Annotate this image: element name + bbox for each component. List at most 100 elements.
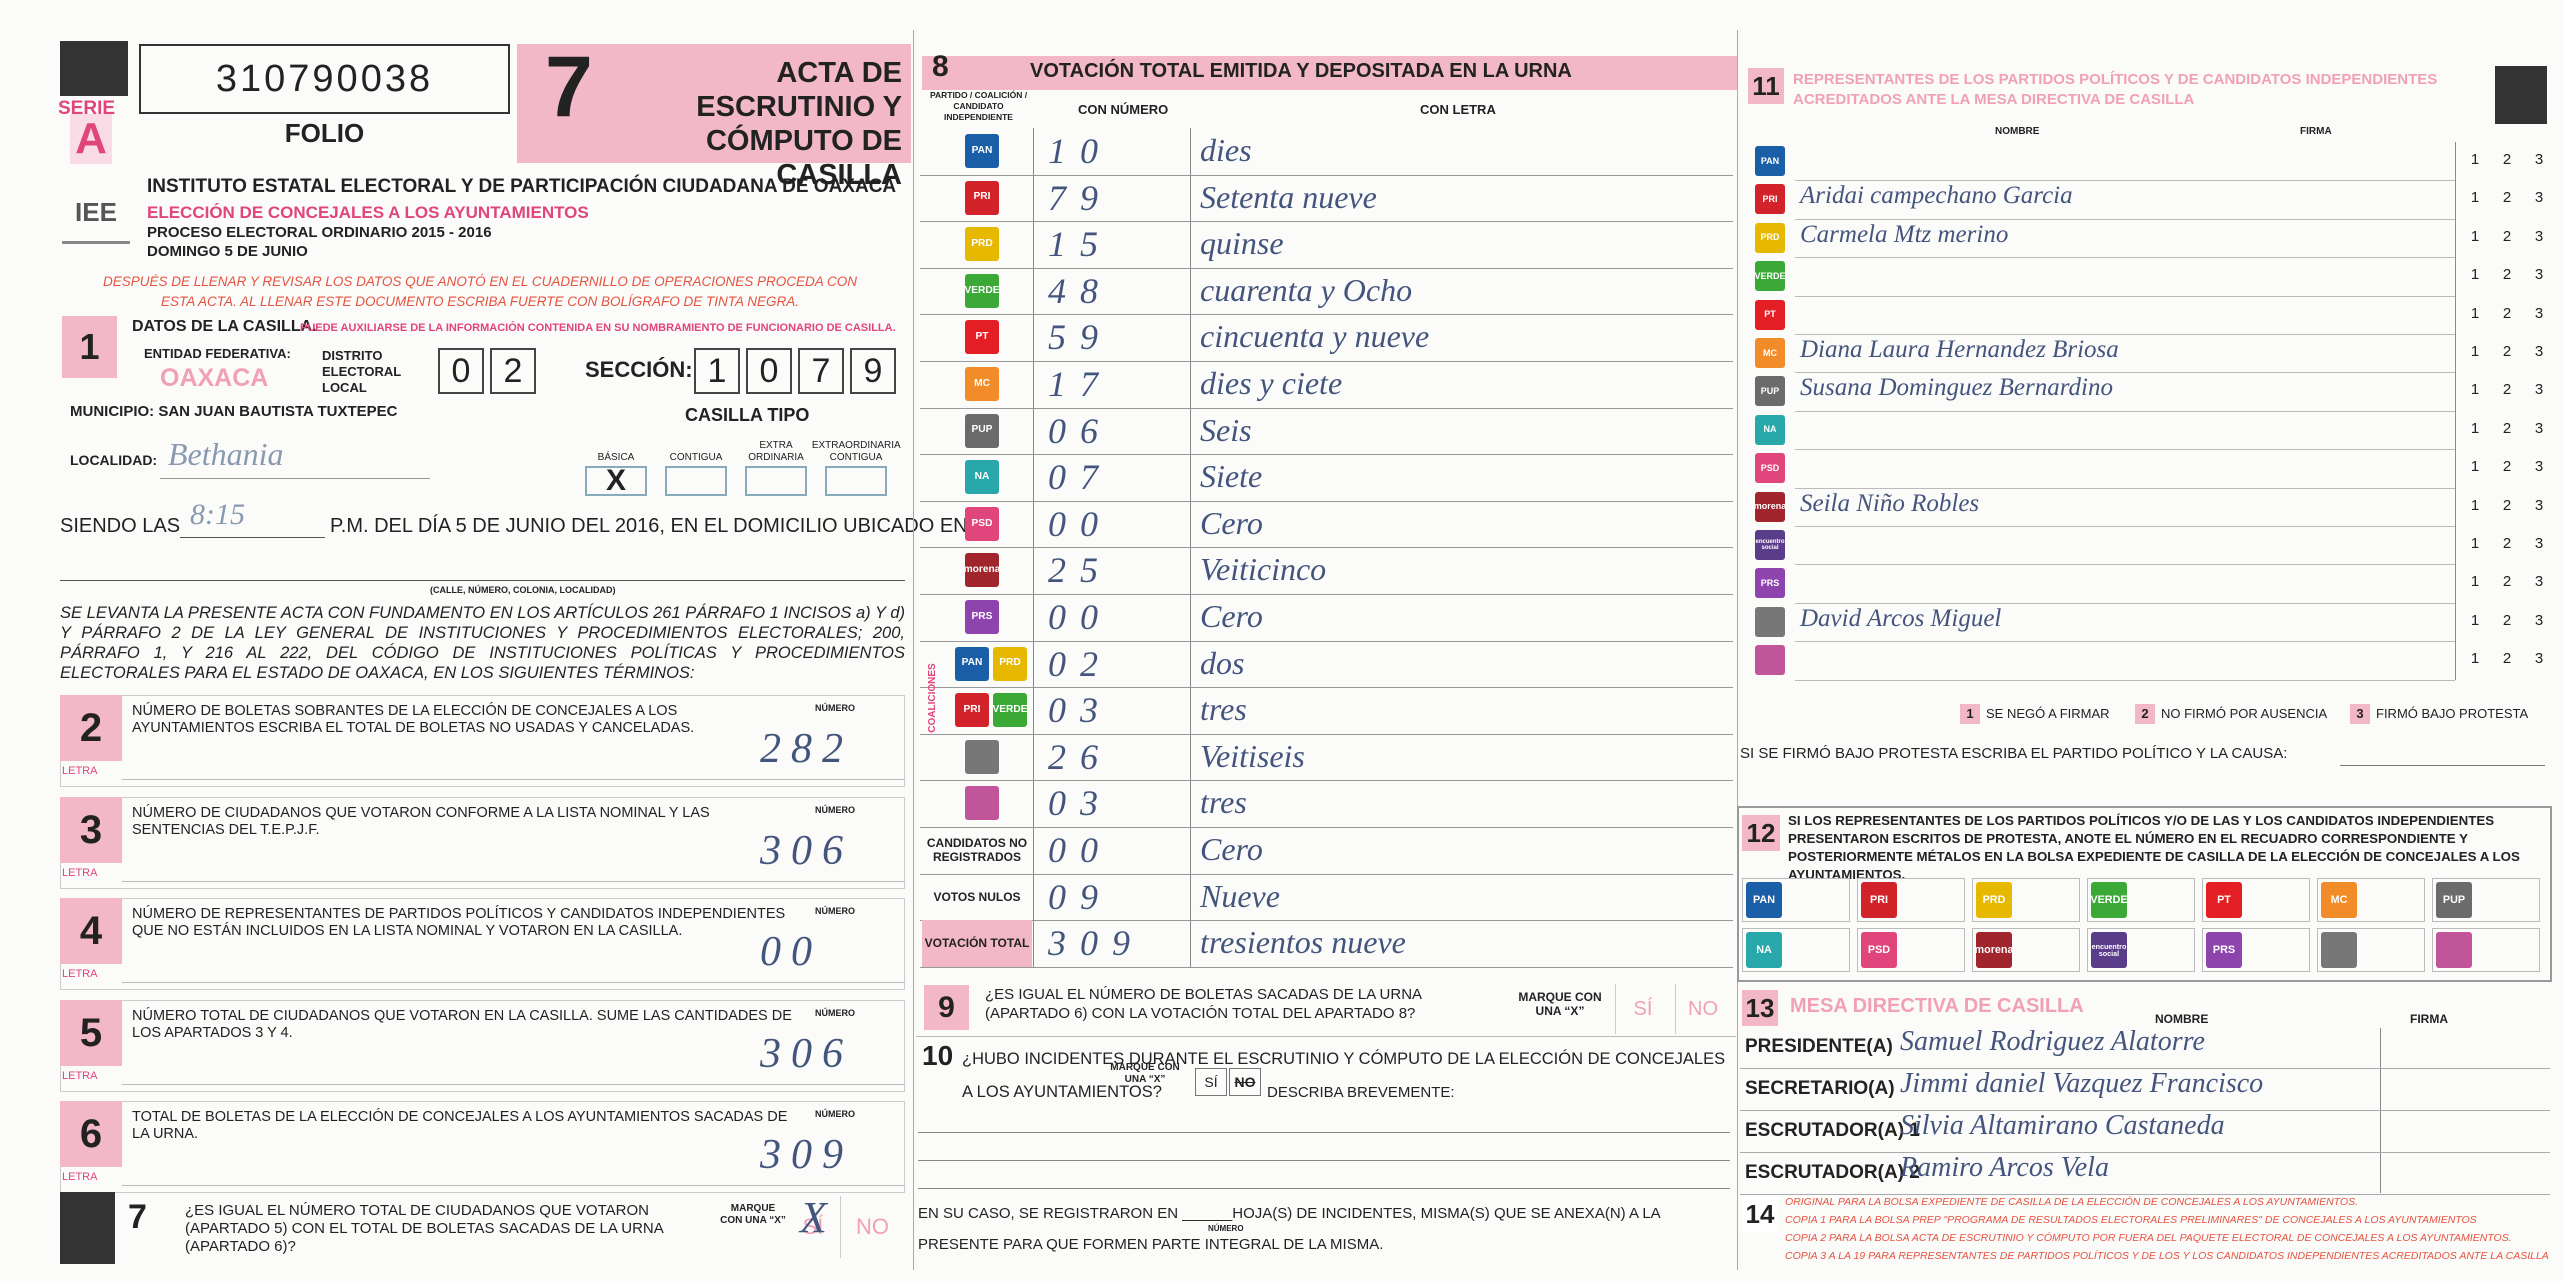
party-logo: PSD [1861, 932, 1897, 968]
sign-option: 3 [2534, 189, 2544, 207]
party-logo: NA [965, 460, 999, 495]
distrito-label: DISTRITO ELECTORAL LOCAL [322, 348, 401, 395]
section-number: 5 [60, 999, 122, 1066]
party-logo: MC [1755, 338, 1785, 368]
section-title: REPRESENTANTES DE LOS PARTIDOS POLÍTICOS… [1793, 71, 2438, 108]
rule-line [920, 454, 1733, 456]
sign-option: 3 [2534, 611, 2544, 629]
legend-number: 2 [2135, 704, 2155, 724]
marque-label: MARQUE CON UNA “X” [720, 1203, 786, 1226]
party-logo: NA [1746, 932, 1782, 968]
acta-box [517, 44, 911, 163]
answer-no: NO [1675, 984, 1730, 1034]
column-header: FIRMA [2410, 1012, 2448, 1026]
casilla-type-box [745, 466, 807, 496]
numero-label: NÚMERO [815, 1007, 855, 1018]
row-label: VOTACIÓN TOTAL [922, 920, 1032, 967]
question-text: ¿HUBO INCIDENTES DURANTE EL ESCRUTINIO Y… [962, 1050, 1726, 1101]
vote-number: 07 [1048, 457, 1112, 498]
vote-letter: dies y ciete [1200, 365, 1343, 401]
vote-number: 10 [1048, 131, 1112, 171]
letra-label: LETRA [62, 968, 98, 980]
protest-box [2317, 878, 2425, 922]
numero-label: NÚMERO [815, 1109, 855, 1119]
casilla-type-box [825, 466, 887, 496]
rule-line [1740, 1110, 2550, 1111]
folio-number: 310790038 [139, 44, 510, 114]
coalitions-label: COALICIONES [927, 663, 938, 733]
party-logo: PAN [965, 134, 999, 168]
protest-box [2432, 878, 2540, 922]
party-logo: PRS [1755, 568, 1785, 599]
party-logo: PAN [1755, 146, 1785, 176]
party-logo [1755, 645, 1785, 676]
representative-name: Carmela Mtz merino [1800, 220, 2009, 248]
section-number: 11 [1748, 68, 1784, 104]
sign-option: 2 [2502, 650, 2512, 668]
rule-line [60, 580, 905, 581]
item-text: NÚMERO TOTAL DE CIUDADANOS QUE VOTARON E… [132, 1007, 792, 1041]
vote-letter: tres [1200, 691, 1247, 728]
section-number: 14 [1742, 1196, 1778, 1232]
sign-option: 1 [2470, 266, 2480, 284]
rule-line [1795, 526, 2455, 527]
section-number: 12 [1742, 815, 1780, 851]
sign-option: 3 [2534, 151, 2544, 168]
sign-option: 2 [2502, 266, 2512, 284]
column-header: NOMBRE [1995, 126, 2040, 137]
protest-box [1742, 878, 1850, 922]
vote-number: 03 [1048, 783, 1112, 824]
sign-option: 1 [2470, 611, 2480, 629]
row-label: VOTOS NULOS [933, 889, 1021, 904]
sign-option: 1 [2470, 151, 2480, 168]
section-title: DATOS DE LA CASILLA. [132, 318, 317, 335]
legend-text: FIRMÓ BAJO PROTESTA [2376, 706, 2529, 721]
rule-line [920, 827, 1733, 828]
column-header: PARTIDO / COALICIÓN / CANDIDATO INDEPEND… [929, 90, 1028, 122]
numero-label: NÚMERO [815, 906, 855, 916]
section-number: 2 [60, 695, 122, 761]
item-value: 00 [760, 929, 822, 975]
election-date: DOMINGO 5 DE JUNIO [147, 243, 308, 260]
sign-option: 3 [2534, 419, 2544, 437]
item-value: 306 [760, 1030, 853, 1077]
section-number: 6 [60, 1101, 122, 1167]
protest-box [2202, 878, 2310, 922]
incidents-line: PRESENTE PARA QUE FORMEN PARTE INTEGRAL … [918, 1236, 1384, 1253]
party-logo: VERDE [1755, 261, 1785, 292]
sign-option: 2 [2502, 189, 2512, 207]
vote-number: 15 [1048, 224, 1112, 265]
corner-mark [2495, 66, 2547, 124]
sign-option: 2 [2502, 573, 2512, 591]
serie-label: SERIE [58, 98, 116, 119]
rule-line [920, 640, 1733, 642]
rule-line [920, 314, 1733, 316]
member-name: Ramiro Arcos Vela [1900, 1152, 2109, 1183]
protest-box [2202, 928, 2310, 972]
vote-letter: Siete [1200, 458, 1263, 495]
rule-line [920, 687, 1733, 689]
party-logo [965, 786, 999, 821]
section-title: MESA DIRECTIVA DE CASILLA [1790, 995, 2084, 1017]
item-text: NÚMERO DE REPRESENTANTES DE PARTIDOS POL… [132, 906, 786, 939]
acta-number: 7 [545, 39, 593, 135]
answer-yes: SÍ [786, 1196, 841, 1258]
distribution-note: COPIA 1 PARA LA BOLSA PREP "PROGRAMA DE … [1785, 1214, 2477, 1226]
party-logo: morena [1976, 932, 2012, 968]
answer-mark: X [800, 1193, 827, 1242]
digit-box: 7 [798, 348, 844, 394]
digit-box: 0 [438, 348, 484, 394]
party-logo: PUP [1755, 376, 1785, 407]
party-logo: MC [2321, 882, 2357, 918]
protest-box [1972, 878, 2080, 922]
vote-letter: Seis [1200, 411, 1252, 448]
rule-line [1795, 449, 2455, 451]
party-logo: PRD [965, 227, 999, 262]
rule-line [920, 733, 1733, 735]
party-logo: PRD [993, 646, 1027, 681]
party-logo [965, 739, 999, 774]
member-role: ESCRUTADOR(A) 2 [1745, 1162, 1920, 1183]
rule-line [1795, 410, 2455, 412]
digit-box: 9 [850, 348, 896, 394]
letra-label: LETRA [62, 765, 98, 777]
